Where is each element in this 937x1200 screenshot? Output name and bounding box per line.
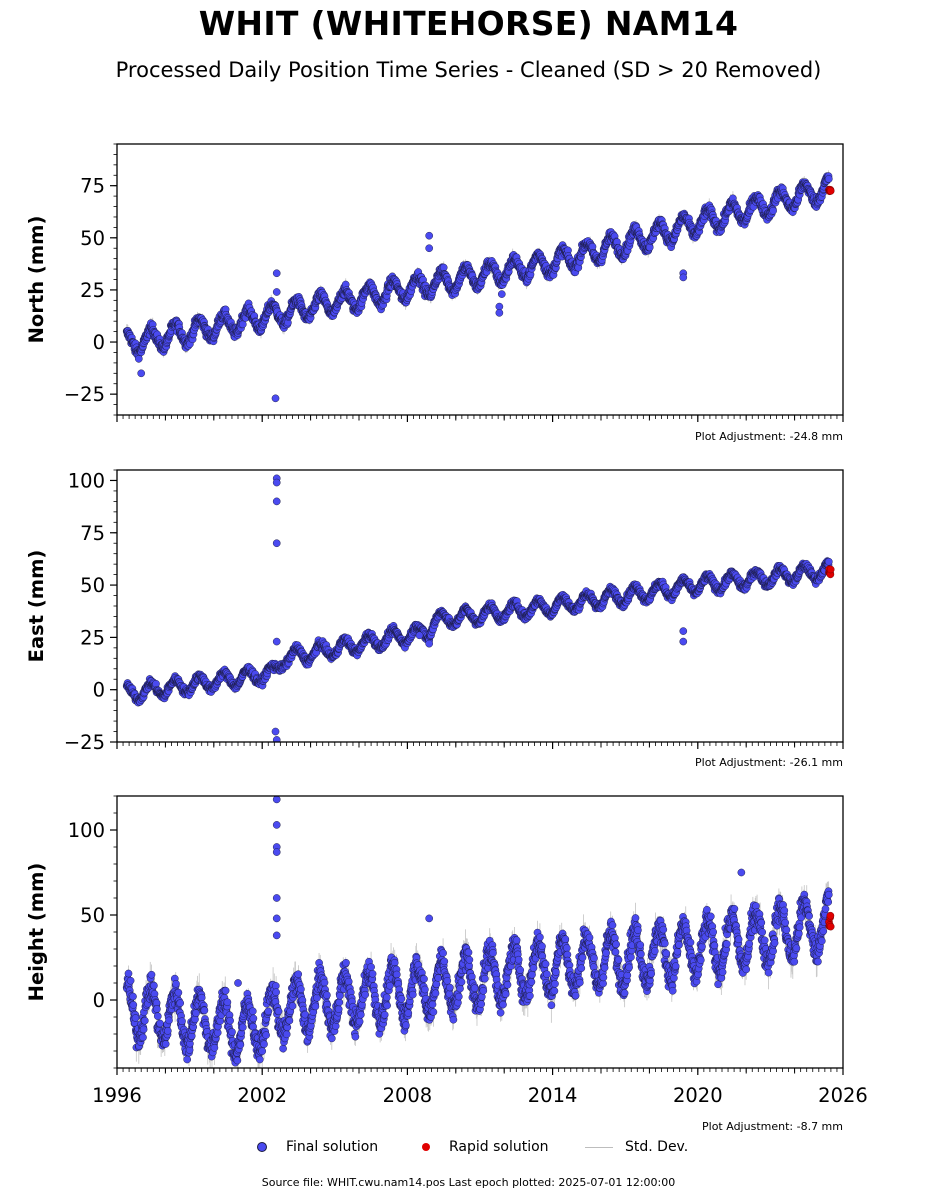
final-point [645,243,654,252]
outlier-point [425,231,434,240]
final-point [134,354,143,363]
final-point [824,175,833,183]
chart-subtitle: Processed Daily Position Time Series - C… [115,58,822,82]
outlier-point [137,369,146,378]
outlier-point [497,290,506,298]
rapid-point [826,187,835,195]
panel-1: −25 0 25 50 75 North (mm) Plot Adjustment: -24… [25,143,844,443]
y-axis-label: North (mm) [25,216,48,344]
final-solution-series [122,172,833,403]
final-point [439,263,448,272]
outlier-point [679,273,688,282]
outlier-point [271,394,280,403]
final-solution-series [122,474,833,742]
y-tick-label: 50 [80,227,105,250]
chart-title: WHIT (WHITEHORSE) NAM14 [198,4,739,43]
outlier-point [425,244,434,253]
outlier-point [272,269,281,278]
plot-area [122,170,835,403]
plot-area [122,474,835,742]
outlier-point [495,309,504,317]
outlier-point [272,288,281,296]
x-minor-ticks [116,415,844,419]
y-tick-label: −25 [64,383,105,406]
plot-adjustment-note: Plot Adjustment: -24.8 mm [695,430,843,443]
rapid-solution-series [825,185,835,196]
y-tick-label: 0 [93,331,105,354]
final-point [238,320,247,329]
y-tick-label: 25 [80,279,105,302]
y-tick-label: 75 [80,175,105,198]
final-point [769,206,777,215]
